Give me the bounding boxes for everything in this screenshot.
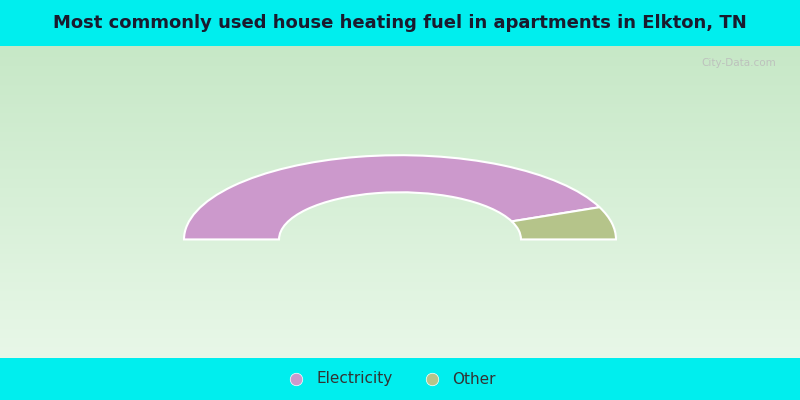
Text: Most commonly used house heating fuel in apartments in Elkton, TN: Most commonly used house heating fuel in… [53, 14, 747, 32]
Wedge shape [512, 207, 616, 240]
Text: Electricity: Electricity [316, 372, 392, 386]
Text: Other: Other [452, 372, 495, 386]
Text: City-Data.com: City-Data.com [702, 58, 776, 68]
Wedge shape [184, 155, 599, 240]
